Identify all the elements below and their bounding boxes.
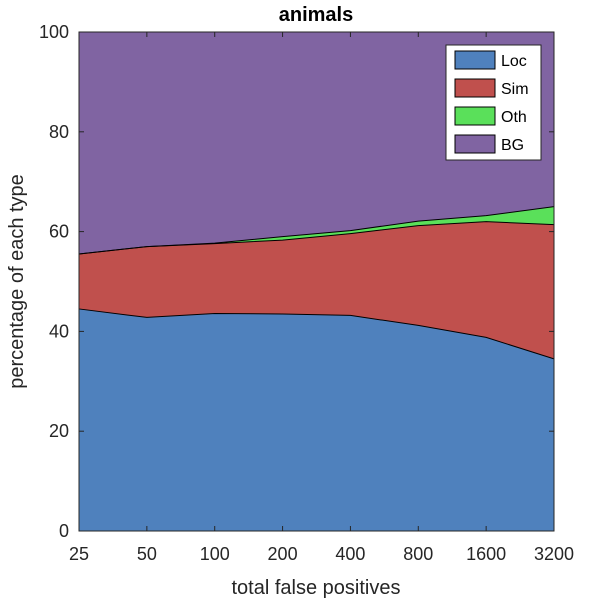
legend-swatch-loc [454,50,496,70]
y-tick-label: 100 [39,22,69,42]
plot-frame [78,31,555,532]
x-tick-label: 800 [403,544,433,564]
legend-label-loc: Loc [501,53,527,70]
y-tick-label: 40 [49,321,69,341]
x-tick-label: 50 [137,544,157,564]
x-tick-label: 200 [268,544,298,564]
legend-swatch-sim [454,78,496,98]
x-tick-label: 400 [335,544,365,564]
legend-swatch-bg [454,134,496,154]
y-tick-label: 80 [49,122,69,142]
legend: Loc Sim Oth BG [445,44,542,161]
y-axis-label: percentage of each type [6,174,28,389]
x-tick-label: 25 [69,544,89,564]
chart-title: animals [279,4,353,26]
x-tick-label: 100 [200,544,230,564]
area-boundary-lines [78,206,555,360]
y-tick-label: 20 [49,421,69,441]
y-tick-label: 0 [59,521,69,541]
area-sim [79,221,554,359]
area-loc [79,308,554,531]
legend-label-bg: BG [501,137,524,154]
legend-swatch-oth [454,106,496,126]
y-tick-label: 60 [49,222,69,242]
boundary-line-oth [78,206,555,255]
legend-label-oth: Oth [501,109,527,126]
x-axis: 25 50 100 200 400 800 1600 3200 [69,32,574,564]
area-bg [79,32,554,255]
legend-label-sim: Sim [501,81,529,98]
y-axis: 0 20 40 60 80 100 [39,22,554,541]
x-tick-label: 1600 [466,544,506,564]
area-layers [79,32,554,531]
boundary-line-loc [78,308,555,360]
x-axis-label: total false positives [232,577,401,599]
x-tick-label: 3200 [534,544,574,564]
